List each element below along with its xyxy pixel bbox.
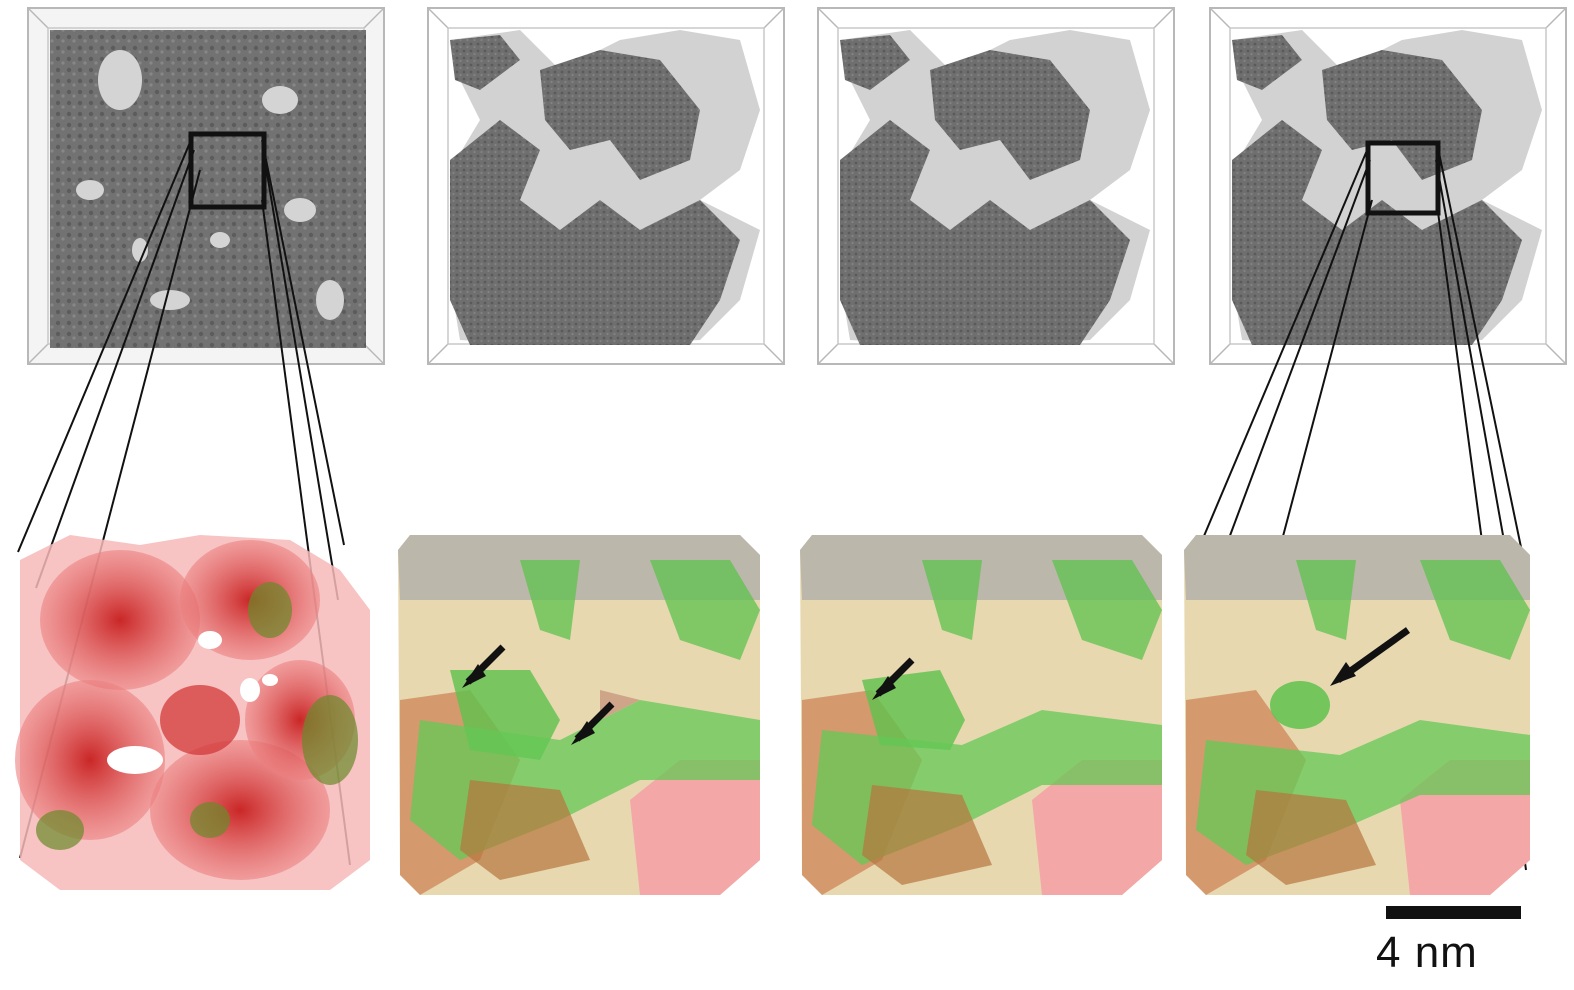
bottom-panel-3 — [800, 535, 1162, 895]
top-panel-1 — [27, 7, 385, 365]
bottom-panel-1 — [15, 535, 370, 890]
scale-bar — [1386, 906, 1521, 919]
top-panel-2 — [427, 7, 785, 365]
bottom-panel-2 — [398, 535, 760, 895]
top-panel-4 — [1209, 7, 1567, 365]
bottom-panel-4 — [1184, 535, 1530, 895]
top-panel-3 — [817, 7, 1175, 365]
scale-bar-label: 4 nm — [1376, 928, 1478, 977]
